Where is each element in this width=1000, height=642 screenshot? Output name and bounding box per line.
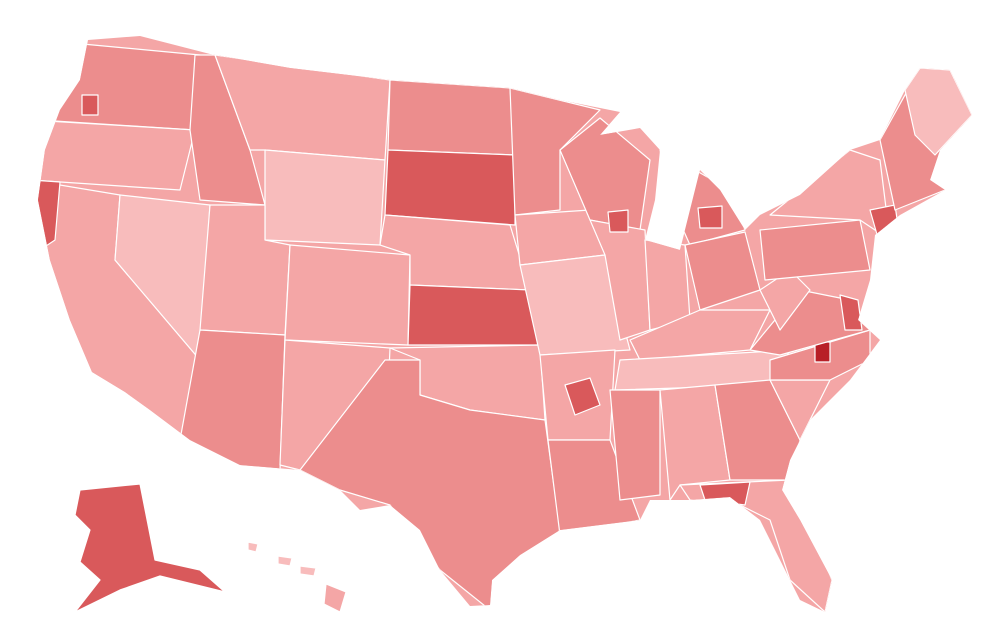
region: [509, 87, 601, 216]
region: [699, 481, 751, 506]
region: [299, 565, 317, 577]
region: [607, 209, 629, 233]
region: [387, 79, 516, 156]
region: [589, 219, 651, 341]
region: [264, 149, 386, 246]
region: [697, 205, 723, 229]
region: [277, 555, 293, 567]
region: [659, 384, 731, 501]
region: [323, 583, 347, 613]
region: [679, 479, 833, 612]
region: [559, 117, 651, 231]
region: [644, 239, 691, 331]
region: [839, 294, 863, 331]
region: [629, 309, 771, 361]
region: [384, 149, 516, 226]
hawaii: [247, 541, 347, 613]
region: [407, 284, 541, 346]
region: [247, 541, 259, 553]
region: [39, 39, 201, 131]
region: [904, 67, 972, 156]
region: [38, 119, 196, 191]
region: [179, 329, 286, 471]
region: [74, 483, 226, 613]
alaska: [74, 483, 226, 613]
region: [564, 377, 601, 416]
region: [759, 219, 871, 281]
region: [38, 179, 61, 251]
region: [519, 254, 631, 356]
region: [609, 389, 661, 501]
region: [81, 94, 99, 116]
region: [659, 149, 746, 246]
region: [284, 244, 411, 346]
